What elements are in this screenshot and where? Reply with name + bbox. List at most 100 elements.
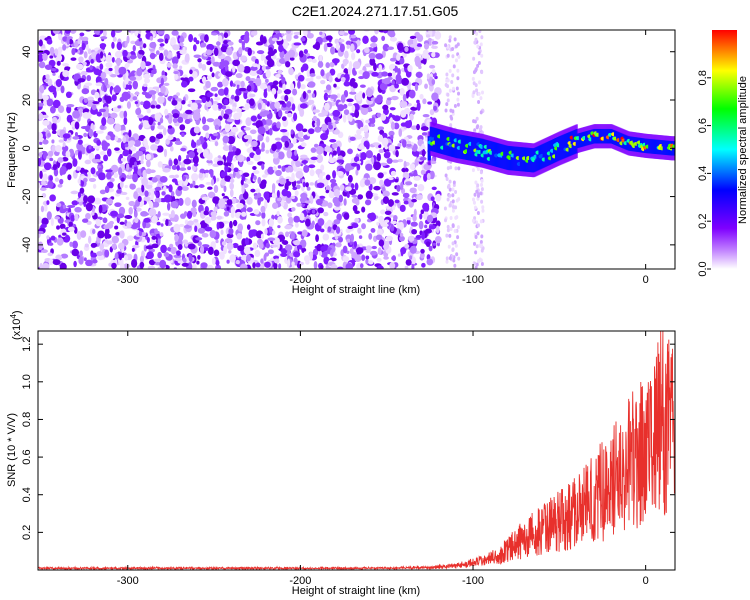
noise-cell [382,240,390,250]
noise-cell [43,204,48,212]
colorbar-tick-label: 0.6 [697,118,709,133]
noise-cell [456,102,460,107]
noise-cell [194,185,199,189]
noise-cell [81,36,89,42]
noise-cell [52,72,56,76]
noise-cell [217,88,226,96]
noise-cell [67,174,72,181]
noise-cell [344,163,352,172]
noise-cell [156,221,161,226]
noise-cell [357,227,362,234]
noise-cell [95,130,104,134]
noise-cell [69,30,77,34]
noise-cell [388,144,396,152]
noise-cell [301,229,308,237]
noise-cell [56,60,61,66]
noise-cell [272,151,279,159]
noise-cell [171,56,179,65]
noise-cell [72,158,78,167]
noise-cell [299,108,305,117]
noise-cell [151,176,158,183]
noise-cell [134,216,139,224]
noise-cell [396,184,401,192]
noise-cell [451,241,455,246]
noise-cell [212,103,219,111]
noise-cell [51,130,57,135]
noise-cell [335,226,341,234]
noise-cell [475,88,479,93]
noise-cell [401,77,410,86]
noise-cell [247,47,252,56]
noise-cell [342,58,349,65]
noise-cell [94,153,101,161]
noise-cell [253,153,261,162]
noise-cell [198,62,203,69]
noise-cell [164,114,170,119]
noise-cell [205,80,211,89]
noise-cell [346,192,350,198]
noise-cell [479,240,483,245]
noise-cell [281,33,285,37]
noise-cell [293,251,301,258]
noise-cell [213,118,222,128]
noise-cell [157,125,165,130]
noise-cell [180,77,185,81]
noise-cell [355,247,364,254]
noise-cell [448,187,452,192]
noise-cell [226,199,233,206]
noise-cell [399,232,404,237]
noise-cell [112,36,117,42]
noise-cell [155,191,159,198]
noise-cell [479,170,483,175]
noise-cell [210,86,219,92]
noise-cell [38,112,44,121]
noise-cell [121,163,125,173]
noise-cell [344,50,349,59]
noise-cell [457,54,461,59]
noise-cell [96,139,102,146]
noise-cell [409,255,413,260]
noise-cell [176,165,180,171]
noise-cell [381,132,388,140]
noise-cell [148,188,156,192]
noise-cell [325,174,331,181]
noise-cell [361,206,366,213]
noise-cell [227,135,236,145]
noise-cell [287,216,294,224]
noise-cell [54,177,60,182]
y-tick-label: 0.6 [21,449,33,464]
noise-cell [70,57,77,61]
noise-cell [425,241,431,247]
noise-cell [364,63,372,68]
noise-cell [41,217,49,226]
noise-cell [449,114,453,119]
noise-cell [220,229,224,235]
noise-cell [171,99,178,106]
noise-cell [138,124,143,130]
noise-cell [145,153,152,160]
noise-cell [400,109,407,118]
noise-cell [302,63,309,71]
noise-cell [57,184,63,188]
noise-cell [228,143,233,152]
noise-cell [79,250,83,257]
noise-cell [240,55,248,62]
noise-cell [352,82,358,89]
noise-cell [52,30,61,35]
noise-cell [142,212,150,216]
noise-cell [261,218,266,227]
noise-cell [100,36,108,40]
noise-cell [370,42,378,48]
noise-cell [110,30,116,38]
noise-cell [299,103,308,109]
noise-cell [417,183,425,192]
noise-cell [373,161,382,171]
noise-cell [429,109,435,116]
noise-cell [54,48,59,56]
noise-cell [378,149,384,154]
noise-cell [99,189,106,195]
noise-cell [244,103,251,109]
noise-cell [43,99,47,107]
noise-cell [90,252,98,258]
noise-cell [382,104,389,111]
